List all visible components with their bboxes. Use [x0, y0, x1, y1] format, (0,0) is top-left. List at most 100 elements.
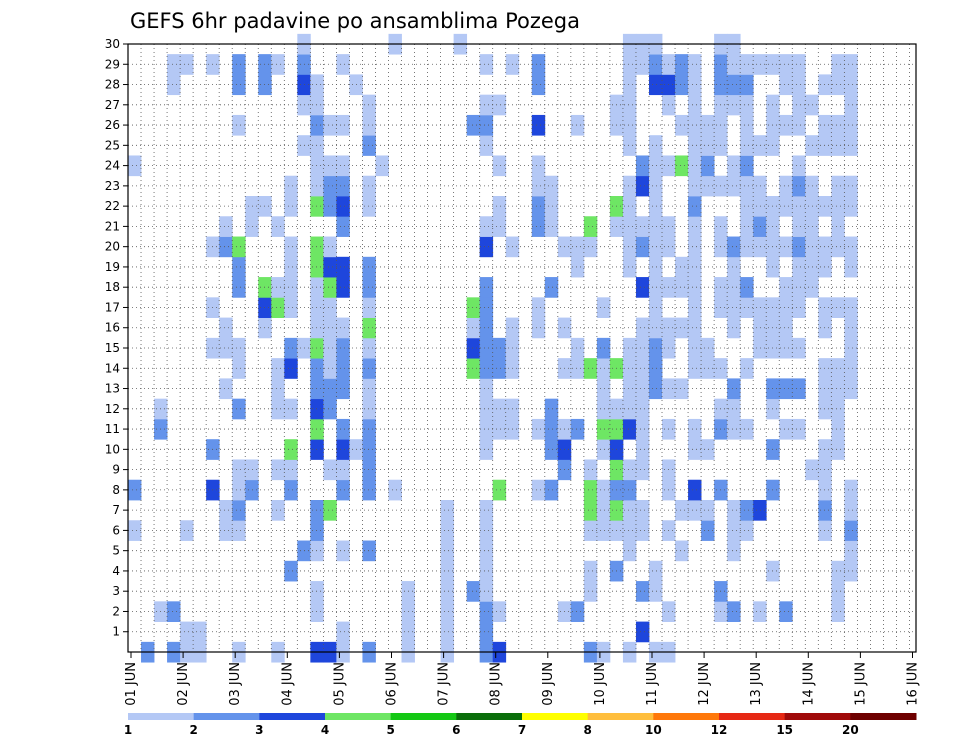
heatmap-cell: [232, 114, 246, 136]
heatmap-cell: [818, 520, 832, 541]
heatmap-cell: [440, 601, 455, 622]
heatmap-cell: [831, 378, 845, 400]
legend-swatch: [850, 713, 917, 720]
heatmap-cell: [479, 439, 494, 460]
heatmap-cell: [466, 317, 481, 339]
heatmap-cell: [310, 418, 324, 440]
heatmap-cell: [727, 540, 741, 562]
heatmap-cell: [753, 196, 767, 217]
color-legend: 1 2 3 4 5 6 7 8 10 12 15 20: [124, 713, 917, 737]
heatmap-cell: [596, 520, 611, 541]
heatmap-cell: [622, 54, 637, 75]
y-axis-ticks: 1234567891011121314151617181920212223242…: [105, 37, 128, 639]
heatmap-cell: [727, 155, 741, 177]
heatmap-cell: [635, 418, 650, 440]
y-tick-label: 19: [105, 260, 120, 274]
heatmap-cell: [479, 216, 494, 237]
heatmap-cell: [531, 175, 546, 197]
heatmap-cell: [596, 439, 611, 460]
heatmap-cell: [323, 155, 337, 177]
heatmap-cell: [740, 135, 754, 156]
heatmap-cell: [688, 94, 702, 116]
heatmap-cell: [844, 297, 858, 318]
heatmap-cell: [492, 358, 507, 379]
heatmap-cell: [701, 500, 715, 521]
heatmap-cell: [844, 337, 858, 359]
heatmap-cell: [570, 358, 585, 379]
heatmap-cell: [388, 479, 402, 501]
heatmap-cell: [310, 540, 324, 562]
heatmap-cell: [284, 479, 298, 501]
heatmap-cell: [688, 155, 702, 177]
heatmap-cell: [336, 196, 350, 217]
heatmap-cell: [596, 500, 611, 521]
heatmap-cell: [792, 114, 806, 136]
heatmap-cell: [675, 540, 689, 562]
heatmap-cell: [779, 196, 793, 217]
y-tick-label: 17: [105, 300, 120, 314]
heatmap-cell: [727, 54, 741, 75]
heatmap-cell: [675, 155, 689, 177]
y-tick-label: 2: [112, 604, 120, 618]
heatmap-cell: [583, 581, 598, 602]
x-tick-label: 14 JUN: [801, 662, 816, 706]
heatmap-cell: [701, 175, 715, 197]
y-tick-label: 13: [105, 382, 120, 396]
y-tick-label: 27: [105, 98, 120, 112]
heatmap-cell: [466, 297, 481, 318]
heatmap-cell: [688, 216, 702, 237]
heatmap-cell: [688, 479, 702, 501]
heatmap-cell: [284, 459, 298, 481]
heatmap-cell: [779, 317, 793, 339]
y-tick-label: 9: [112, 463, 120, 477]
heatmap-cell: [779, 378, 793, 400]
heatmap-cell: [688, 317, 702, 339]
heatmap-cell: [701, 520, 715, 541]
heatmap-cell: [727, 378, 741, 400]
y-tick-label: 22: [105, 199, 120, 213]
heatmap-cell: [167, 601, 181, 622]
heatmap-cell: [844, 196, 858, 217]
heatmap-cell: [792, 418, 806, 440]
heatmap-cell: [362, 256, 376, 278]
heatmap-cell: [688, 358, 702, 379]
heatmap-cell: [727, 520, 741, 541]
heatmap-cell: [232, 520, 246, 541]
heatmap-cell: [740, 358, 754, 379]
heatmap-cell: [635, 277, 650, 298]
x-tick-label: 08 JUN: [489, 662, 504, 706]
heatmap-cell: [362, 175, 376, 197]
heatmap-cell: [479, 378, 494, 400]
heatmap-cell: [675, 378, 689, 400]
x-axis-ticks: 01 JUN 02 JUN 03 JUN 04 JUN 05 JUN 06 JUN 07 J…: [124, 652, 920, 706]
heatmap-cell: [310, 114, 324, 136]
heatmap-cell: [271, 216, 285, 237]
heatmap-cell: [570, 236, 585, 258]
heatmap-cell: [336, 621, 350, 643]
y-tick-label: 3: [112, 584, 120, 598]
heatmap-cell: [310, 317, 324, 339]
heatmap-cell: [844, 540, 858, 562]
heatmap-cell: [232, 74, 246, 96]
heatmap-cell: [219, 337, 233, 359]
heatmap-cell: [219, 236, 233, 258]
heatmap-cell: [688, 175, 702, 197]
heatmap-cell: [232, 277, 246, 298]
heatmap-cell: [310, 581, 324, 602]
heatmap-cell: [727, 74, 741, 96]
heatmap-cell: [831, 398, 845, 420]
heatmap-cell: [583, 216, 598, 237]
heatmap-cell: [675, 74, 689, 96]
heatmap-cell: [818, 459, 832, 481]
heatmap-cell: [284, 337, 298, 359]
heatmap-cell: [245, 479, 259, 501]
legend-label: 1: [124, 723, 132, 737]
heatmap-cell: [818, 398, 832, 420]
heatmap-cell: [323, 256, 337, 278]
heatmap-cell: [310, 398, 324, 420]
heatmap-cell: [492, 196, 507, 217]
heatmap-cell: [727, 94, 741, 116]
heatmap-cell: [753, 216, 767, 237]
x-tick-label: 11 JUN: [645, 662, 660, 706]
heatmap-cell: [753, 175, 767, 197]
